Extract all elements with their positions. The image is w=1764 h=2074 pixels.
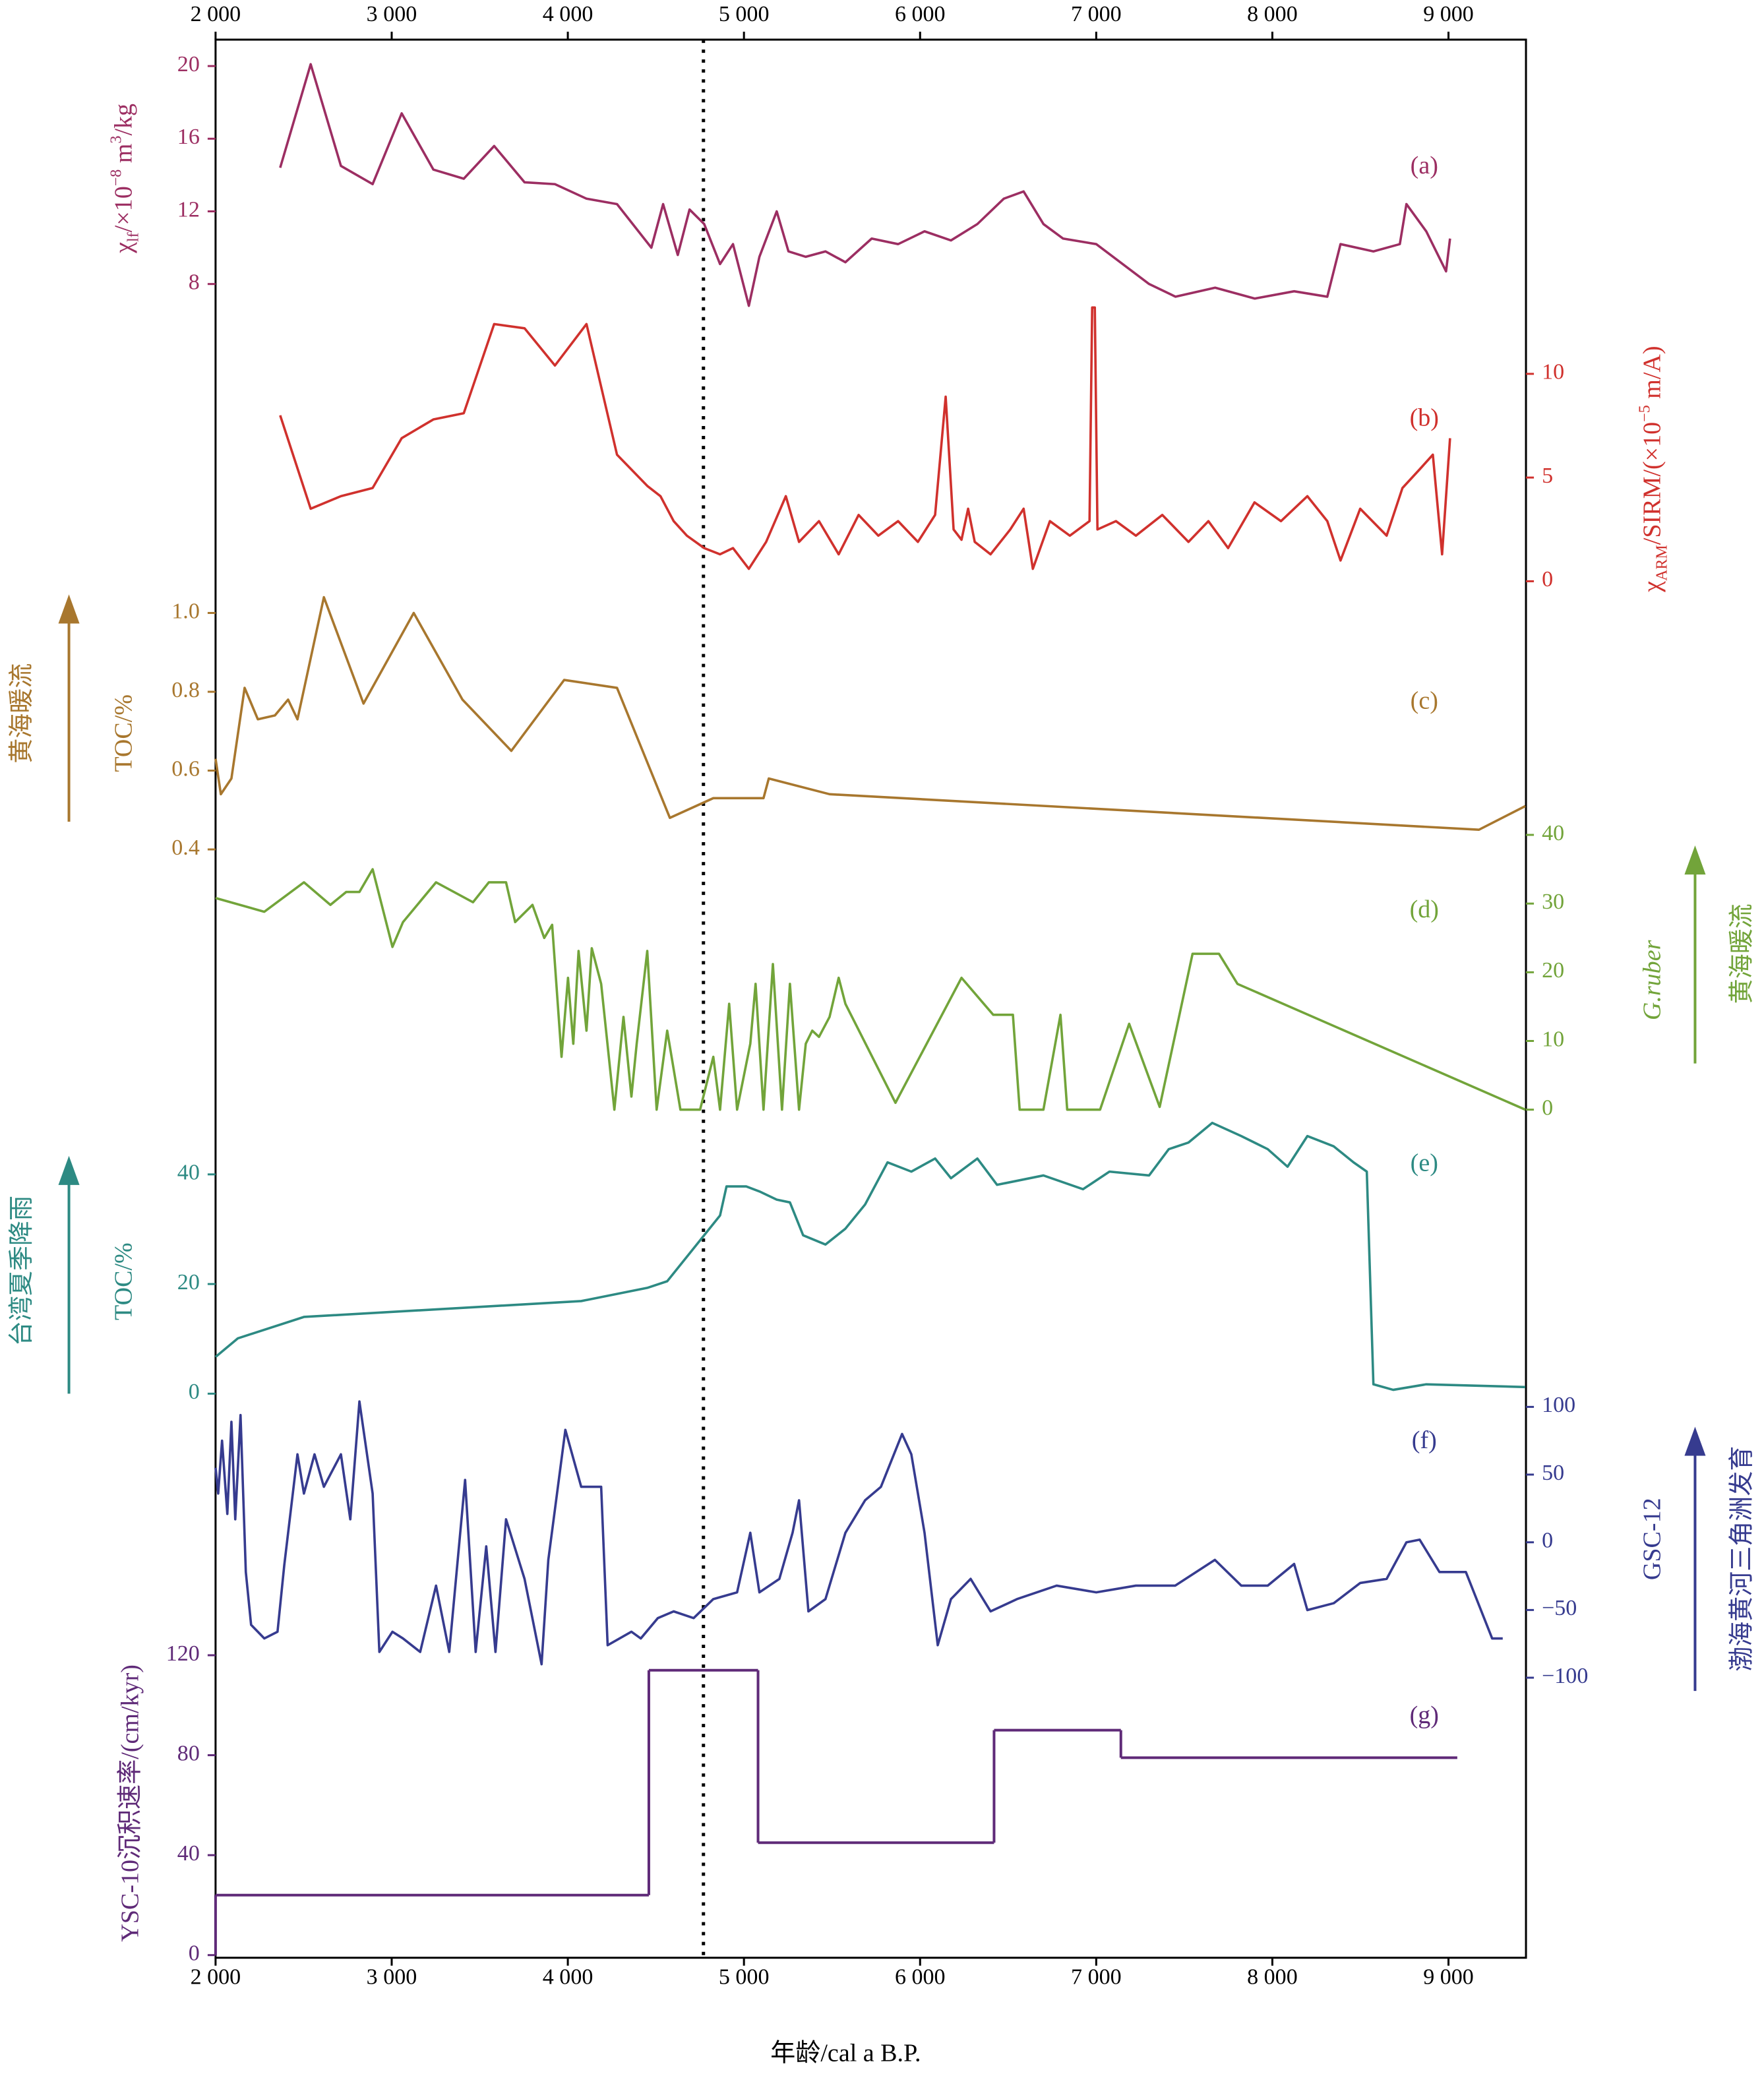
- y-axis-label-part: GSC-12: [1638, 1498, 1666, 1580]
- data-line: [214, 595, 1526, 832]
- x-tick-label: 4 000: [543, 1965, 593, 1990]
- y-axis-label-part: χ: [109, 242, 137, 254]
- annotation: 黄海暖流: [8, 663, 36, 764]
- panel-label: (f): [1412, 1426, 1437, 1454]
- panel-label: (b): [1410, 404, 1439, 432]
- x-tick-label-top: 4 000: [543, 2, 593, 26]
- arrow-head: [58, 1155, 80, 1185]
- x-tick-label-top: 2 000: [191, 2, 241, 26]
- y-tick-label: 10: [1542, 360, 1564, 384]
- data-line: [214, 1121, 1526, 1391]
- y-tick-label: 16: [177, 125, 200, 149]
- x-tick-label-top: 3 000: [367, 2, 417, 26]
- y-tick-label: 50: [1542, 1461, 1564, 1485]
- y-axis-label: χlf/×10−8 m3/kg: [107, 104, 142, 254]
- y-tick-label: 20: [1542, 958, 1564, 983]
- x-tick-label-top: 6 000: [895, 2, 946, 26]
- y-tick-label: 8: [189, 270, 200, 294]
- y-tick-label: 20: [177, 1270, 200, 1295]
- y-tick-label: 10: [1542, 1027, 1564, 1051]
- y-tick-label: 0.4: [171, 836, 200, 860]
- y-tick-label: 0: [189, 1941, 200, 1966]
- y-tick-label: −100: [1542, 1664, 1588, 1688]
- y-tick-label: 12: [177, 197, 200, 222]
- panel-label: (c): [1411, 686, 1438, 714]
- y-tick-label: 5: [1542, 464, 1553, 488]
- x-tick-label-top: 8 000: [1247, 2, 1298, 26]
- x-tick-label: 7 000: [1071, 1965, 1122, 1990]
- data-line: [279, 63, 1451, 307]
- y-tick-label: 40: [177, 1841, 200, 1866]
- x-tick-label: 5 000: [719, 1965, 770, 1990]
- arrow-head: [58, 594, 80, 624]
- y-axis-label-part: lf: [125, 232, 142, 242]
- y-tick-label: 40: [1542, 821, 1564, 845]
- y-axis-label-part: /kg: [109, 104, 137, 136]
- y-tick-label: 0: [1542, 1529, 1553, 1553]
- y-tick-label: 20: [177, 52, 200, 76]
- y-axis-label-part: 3: [107, 136, 125, 144]
- x-tick-label: 3 000: [367, 1965, 417, 1990]
- y-tick-label: 40: [177, 1161, 200, 1185]
- y-axis-label: χARM/SIRM/(×10−5 m/A): [1636, 346, 1670, 592]
- y-axis-label: GSC-12: [1638, 1498, 1666, 1580]
- y-axis-label-part: TOC/%: [109, 694, 137, 772]
- y-axis-label: TOC/%: [109, 694, 137, 772]
- y-axis-label-part: −8: [107, 169, 125, 187]
- arrow-head: [1684, 1426, 1706, 1456]
- y-axis-label-part: ARM: [1653, 545, 1670, 581]
- y-axis-label-part: χ: [1638, 581, 1666, 593]
- annotation: 台湾夏季降雨: [8, 1196, 36, 1346]
- y-axis-label-part: m: [109, 144, 137, 169]
- y-axis-label-part: −5: [1636, 405, 1653, 422]
- y-axis-label-part: m/A): [1638, 346, 1666, 405]
- y-axis-label-part: /SIRM/(×10: [1638, 422, 1666, 545]
- y-tick-label: 0.6: [171, 756, 200, 781]
- y-axis-label-part: G.ruber: [1638, 940, 1666, 1020]
- y-axis-label-part: /×10: [109, 186, 137, 232]
- y-tick-label: 0.8: [171, 678, 200, 702]
- y-axis-label: G.ruber: [1638, 940, 1666, 1020]
- y-tick-label: 100: [1542, 1393, 1575, 1417]
- arrow-head: [1684, 845, 1706, 875]
- y-axis-label-part: TOC/%: [109, 1242, 137, 1320]
- y-tick-label: 30: [1542, 890, 1564, 914]
- y-tick-label: 0: [1542, 567, 1553, 592]
- panel-label: (g): [1410, 1701, 1439, 1729]
- x-axis-label: 年龄/cal a B.P.: [770, 2040, 921, 2067]
- x-tick-label-top: 9 000: [1423, 2, 1474, 26]
- panel-label: (d): [1410, 896, 1439, 923]
- x-tick-label: 8 000: [1247, 1965, 1298, 1990]
- y-tick-label: −50: [1542, 1596, 1577, 1620]
- panel-label: (e): [1411, 1149, 1438, 1177]
- y-tick-label: 80: [177, 1741, 200, 1765]
- panel-label: (a): [1411, 152, 1438, 179]
- y-axis-label: YSC-10沉积速率/(cm/kyr): [116, 1664, 144, 1942]
- x-tick-label: 9 000: [1423, 1965, 1474, 1990]
- x-tick-label-top: 5 000: [719, 2, 770, 26]
- y-tick-label: 0: [189, 1380, 200, 1404]
- data-line: [215, 868, 1526, 1111]
- x-tick-label: 6 000: [895, 1965, 946, 1990]
- y-axis-label-part: YSC-10沉积速率/(cm/kyr): [116, 1664, 144, 1942]
- y-tick-label: 120: [166, 1641, 200, 1666]
- data-line: [279, 306, 1451, 570]
- y-axis-label: TOC/%: [109, 1242, 137, 1320]
- y-tick-label: 1.0: [171, 599, 200, 623]
- y-tick-label: 0: [1542, 1095, 1553, 1120]
- x-tick-label: 2 000: [191, 1965, 241, 1990]
- data-line: [214, 1400, 1503, 1666]
- x-tick-label-top: 7 000: [1071, 2, 1122, 26]
- frame: [214, 38, 1527, 1959]
- annotation: 黄海暖流: [1728, 903, 1755, 1004]
- annotation: 渤海黄河三角洲发育: [1728, 1446, 1755, 1672]
